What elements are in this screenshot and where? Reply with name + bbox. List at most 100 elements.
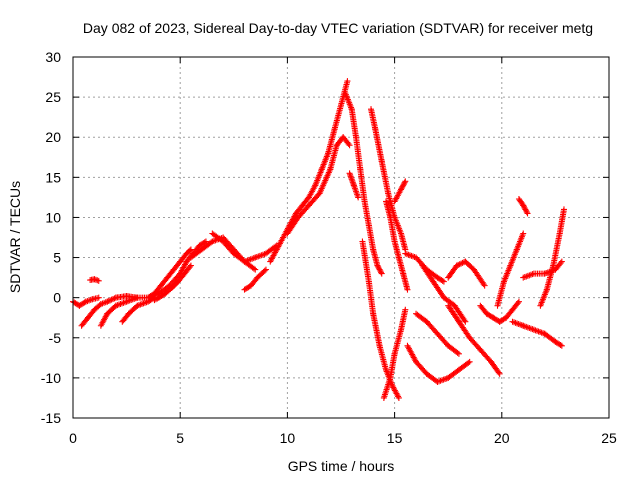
data-point: [261, 267, 268, 274]
data-point: [111, 295, 118, 302]
data-point: [104, 298, 111, 305]
data-point: [523, 209, 530, 216]
plot-frame: [72, 56, 610, 419]
data-point: [522, 206, 529, 213]
y-tick-label: -10: [41, 370, 61, 386]
data-point: [95, 277, 102, 284]
data-point: [521, 205, 528, 212]
y-tick-label: 30: [45, 49, 61, 65]
data-point: [496, 370, 503, 377]
data-point: [95, 294, 102, 301]
data-point: [495, 369, 502, 376]
data-point: [458, 260, 465, 267]
data-point: [524, 210, 531, 217]
y-tick-label: 0: [53, 290, 61, 306]
data-point: [404, 286, 411, 293]
data-point: [456, 261, 463, 268]
data-point: [558, 342, 565, 349]
data-point: [250, 265, 257, 272]
data-point: [187, 246, 194, 253]
data-point: [108, 296, 115, 303]
series-arc-21: [404, 342, 473, 385]
data-point: [514, 300, 521, 307]
series-arc-28: [509, 318, 565, 349]
data-point: [520, 230, 527, 237]
y-tick-label: 25: [45, 89, 61, 105]
series-arc-20: [402, 250, 447, 285]
data-point: [520, 203, 527, 210]
data-point: [134, 294, 141, 301]
data-point: [399, 183, 406, 190]
data-point: [440, 278, 447, 285]
series-arc-31: [537, 206, 567, 309]
data-point: [201, 239, 208, 246]
data-point: [110, 296, 117, 303]
series-arc-24: [445, 258, 488, 289]
series-arc-18: [383, 198, 411, 293]
data-point: [187, 262, 194, 269]
data-point: [462, 318, 469, 325]
data-point: [402, 306, 409, 313]
series-arc-15: [359, 238, 402, 401]
data-point: [107, 297, 114, 304]
series-arc-5: [119, 294, 158, 325]
data-point: [523, 207, 530, 214]
data-point: [375, 263, 382, 270]
series-arc-13: [346, 170, 362, 201]
data-point: [398, 185, 405, 192]
series-arc-17: [380, 306, 409, 401]
y-tick-label: -15: [41, 410, 61, 426]
y-tick-label: 10: [45, 209, 61, 225]
data-point: [402, 178, 409, 185]
data-point: [105, 298, 112, 305]
x-tick-label: 10: [280, 430, 296, 446]
y-tick-label: 15: [45, 169, 61, 185]
data-point: [465, 359, 472, 366]
series-arc-30: [520, 258, 565, 281]
y-tick-label: -5: [49, 330, 62, 346]
y-tick-label: 20: [45, 129, 61, 145]
data-point: [262, 266, 269, 273]
series-arc-12: [284, 134, 353, 237]
data-point: [454, 349, 461, 356]
data-point: [395, 394, 402, 401]
chart-title: Day 082 of 2023, Sidereal Day-to-day VTE…: [83, 20, 593, 36]
series-arc-22: [413, 310, 462, 357]
data-point: [202, 238, 209, 245]
x-tick-label: 5: [176, 430, 184, 446]
series-arc-6: [145, 246, 194, 301]
data-point: [401, 179, 408, 186]
series-arc-10: [241, 266, 269, 293]
data-point: [186, 263, 193, 270]
data-point: [481, 282, 488, 289]
data-point: [346, 142, 353, 149]
series-arc-14: [342, 90, 385, 277]
series-arc-27: [494, 230, 527, 309]
data-point: [378, 270, 385, 277]
data-point: [252, 266, 259, 273]
data-point: [81, 299, 88, 306]
data-point: [378, 269, 385, 276]
data-point: [557, 259, 564, 266]
data-point: [455, 261, 462, 268]
series-arc-3: [87, 276, 102, 284]
x-tick-label: 20: [494, 430, 510, 446]
data-point: [439, 277, 446, 284]
data-point: [466, 358, 473, 365]
x-tick-label: 15: [387, 430, 403, 446]
data-point: [515, 298, 522, 305]
series-arc-11: [267, 78, 351, 265]
y-tick-label: 5: [53, 250, 61, 266]
data-point: [455, 350, 462, 357]
series-arc-26: [477, 298, 522, 325]
gridlines: [73, 57, 609, 418]
data-point: [398, 186, 405, 193]
series-arc-16: [368, 106, 409, 253]
x-tick-label: 0: [69, 430, 77, 446]
data-point: [377, 267, 384, 274]
series-arc-19: [391, 178, 409, 205]
data-point: [344, 78, 351, 85]
series-arc-25: [445, 302, 503, 377]
data-point: [520, 202, 527, 209]
